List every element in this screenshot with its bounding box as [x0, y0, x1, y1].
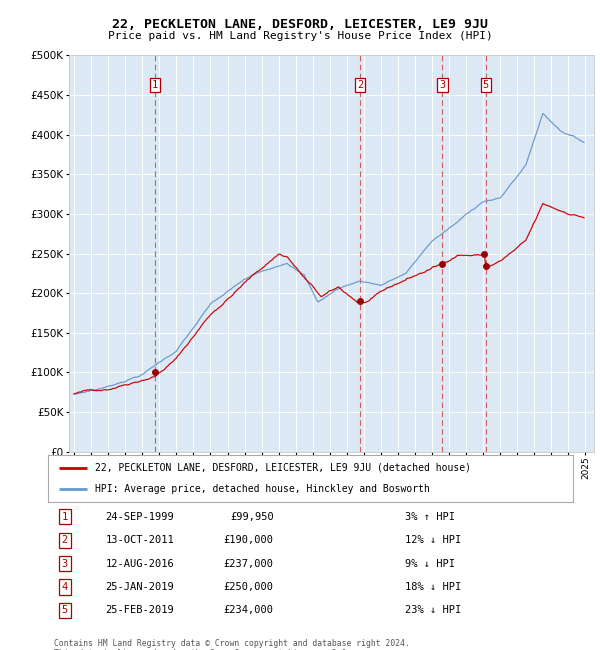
Text: HPI: Average price, detached house, Hinckley and Bosworth: HPI: Average price, detached house, Hinc… — [95, 484, 430, 494]
Text: 5: 5 — [482, 81, 489, 90]
Text: £99,950: £99,950 — [230, 512, 274, 522]
Text: £237,000: £237,000 — [224, 558, 274, 569]
Text: 12% ↓ HPI: 12% ↓ HPI — [405, 535, 461, 545]
Text: Contains HM Land Registry data © Crown copyright and database right 2024.
This d: Contains HM Land Registry data © Crown c… — [54, 639, 410, 650]
Text: 2: 2 — [357, 81, 363, 90]
Text: 22, PECKLETON LANE, DESFORD, LEICESTER, LE9 9JU (detached house): 22, PECKLETON LANE, DESFORD, LEICESTER, … — [95, 463, 471, 473]
Text: 3: 3 — [62, 558, 68, 569]
Text: 1: 1 — [62, 512, 68, 522]
Text: £190,000: £190,000 — [224, 535, 274, 545]
Text: 25-JAN-2019: 25-JAN-2019 — [106, 582, 175, 592]
Text: 9% ↓ HPI: 9% ↓ HPI — [405, 558, 455, 569]
Text: £250,000: £250,000 — [224, 582, 274, 592]
Text: Price paid vs. HM Land Registry's House Price Index (HPI): Price paid vs. HM Land Registry's House … — [107, 31, 493, 41]
Text: 2: 2 — [62, 535, 68, 545]
Text: 12-AUG-2016: 12-AUG-2016 — [106, 558, 175, 569]
Text: 1: 1 — [152, 81, 158, 90]
Text: 24-SEP-1999: 24-SEP-1999 — [106, 512, 175, 522]
Text: 3: 3 — [439, 81, 446, 90]
Text: 5: 5 — [62, 605, 68, 616]
Text: 22, PECKLETON LANE, DESFORD, LEICESTER, LE9 9JU: 22, PECKLETON LANE, DESFORD, LEICESTER, … — [112, 18, 488, 31]
Text: 25-FEB-2019: 25-FEB-2019 — [106, 605, 175, 616]
Text: 18% ↓ HPI: 18% ↓ HPI — [405, 582, 461, 592]
Text: 4: 4 — [62, 582, 68, 592]
Text: 3% ↑ HPI: 3% ↑ HPI — [405, 512, 455, 522]
Text: 23% ↓ HPI: 23% ↓ HPI — [405, 605, 461, 616]
Text: 13-OCT-2011: 13-OCT-2011 — [106, 535, 175, 545]
Text: £234,000: £234,000 — [224, 605, 274, 616]
